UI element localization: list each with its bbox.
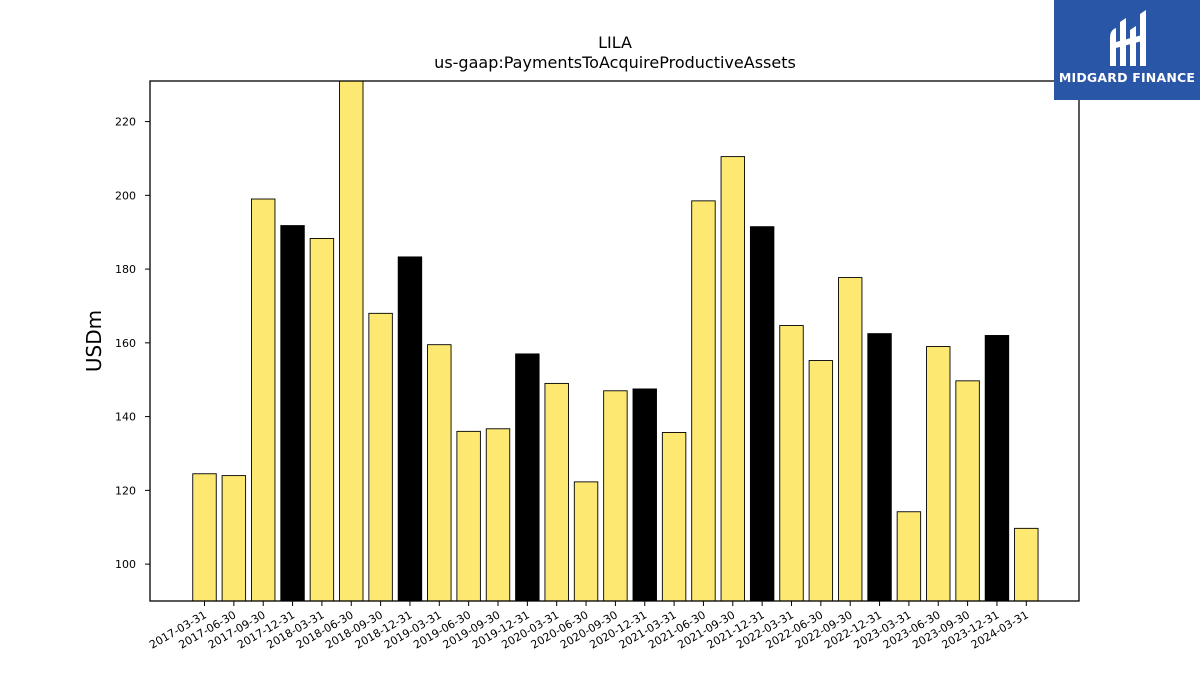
bar-2022-06-30 <box>808 360 834 602</box>
x-axis: 2017-03-312017-06-302017-09-302017-12-31… <box>147 601 1031 652</box>
bar-2021-09-30 <box>720 156 745 602</box>
bar-2023-09-30 <box>955 380 980 602</box>
y-tick-label: 100 <box>115 558 136 571</box>
bar-2020-09-30 <box>603 390 628 602</box>
bar-2019-03-31 <box>427 344 452 602</box>
bar-2021-12-31 <box>749 226 775 602</box>
chart-subtitle: us-gaap:PaymentsToAcquireProductiveAsset… <box>434 53 796 72</box>
bar-2023-06-30 <box>926 346 951 602</box>
bar-2022-09-30 <box>838 277 863 602</box>
bar-2017-03-31 <box>192 473 217 602</box>
bars-group <box>192 80 1039 602</box>
y-tick-label: 200 <box>115 189 136 202</box>
bar-2021-06-30 <box>691 200 716 602</box>
plot-frame <box>149 80 1080 602</box>
bar-2024-03-31 <box>1014 527 1039 602</box>
bar-2020-03-31 <box>544 382 569 602</box>
bar-2020-06-30 <box>573 481 599 602</box>
bar-2018-06-30 <box>339 80 364 602</box>
chart-title: LILA <box>598 33 632 52</box>
bar-2023-12-31 <box>984 335 1010 602</box>
bar-2017-06-30 <box>221 475 247 602</box>
bar-2022-12-31 <box>867 333 892 602</box>
bar-2018-03-31 <box>309 238 335 602</box>
logo-mark-icon <box>1110 10 1146 66</box>
midgard-finance-logo: MIDGARD FINANCE <box>1054 0 1200 100</box>
bar-2018-12-31 <box>397 256 423 602</box>
bar-2019-12-31 <box>515 353 540 602</box>
logo-text: MIDGARD FINANCE <box>1058 70 1196 85</box>
bar-2018-09-30 <box>368 312 393 602</box>
y-axis: 100 120 140 160 180 200 220 <box>115 116 150 571</box>
y-tick-label: 180 <box>115 263 136 276</box>
y-tick-label: 120 <box>115 484 136 497</box>
bar-2017-12-31 <box>280 225 305 602</box>
bar-2020-12-31 <box>632 388 657 602</box>
bar-2022-03-31 <box>779 325 804 602</box>
bar-2019-06-30 <box>456 430 481 602</box>
bar-2017-09-30 <box>250 198 276 602</box>
y-tick-label: 220 <box>115 116 136 129</box>
bar-2019-09-30 <box>485 428 511 602</box>
y-axis-label: USDm <box>82 310 106 372</box>
bar-2023-03-31 <box>896 511 922 602</box>
y-tick-label: 140 <box>115 411 136 424</box>
bar-2021-03-31 <box>661 432 687 602</box>
y-tick-label: 160 <box>115 337 136 350</box>
